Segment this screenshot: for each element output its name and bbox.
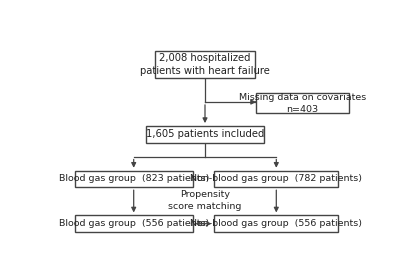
Text: Propensity
score matching: Propensity score matching [168, 190, 242, 211]
FancyBboxPatch shape [146, 126, 264, 143]
Text: 1,605 patients included: 1,605 patients included [146, 129, 264, 139]
FancyBboxPatch shape [75, 215, 193, 232]
Text: 2,008 hospitalized
patients with heart failure: 2,008 hospitalized patients with heart f… [140, 53, 270, 76]
FancyBboxPatch shape [256, 93, 349, 113]
Text: Blood gas group  (823 patients): Blood gas group (823 patients) [58, 174, 209, 184]
Text: Non-blood gas group  (556 patients): Non-blood gas group (556 patients) [190, 219, 362, 228]
FancyBboxPatch shape [75, 171, 193, 187]
FancyBboxPatch shape [214, 171, 338, 187]
FancyBboxPatch shape [155, 51, 254, 78]
Text: Non-blood gas group  (782 patients): Non-blood gas group (782 patients) [190, 174, 362, 184]
FancyBboxPatch shape [214, 215, 338, 232]
Text: Missing data on covariates
n=403: Missing data on covariates n=403 [239, 93, 366, 114]
Text: Blood gas group  (556 patients): Blood gas group (556 patients) [58, 219, 209, 228]
